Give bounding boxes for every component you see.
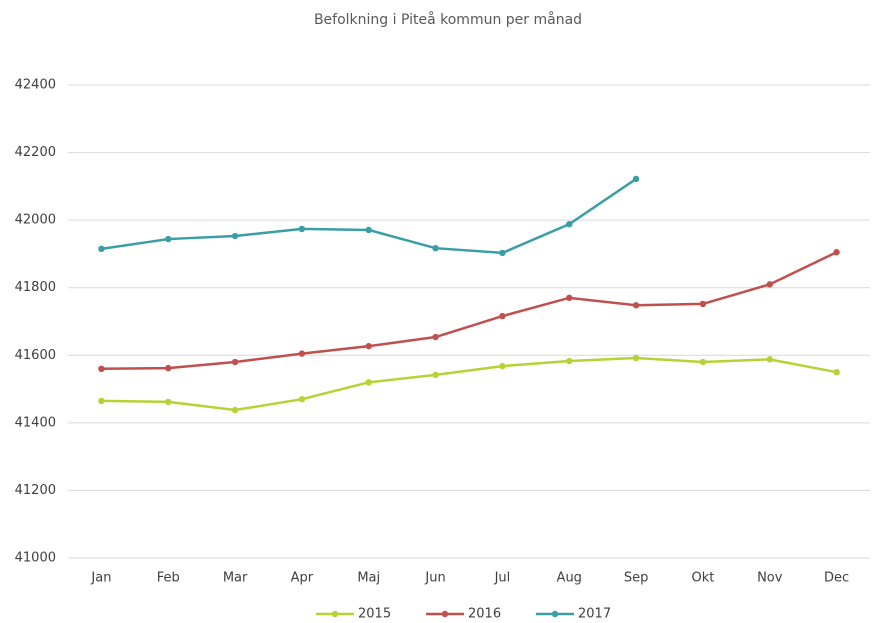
data-point (632, 302, 640, 309)
legend-marker (441, 610, 449, 618)
data-point (833, 368, 840, 376)
x-tick-label: Aug (557, 571, 582, 586)
data-point (499, 249, 506, 257)
data-point (298, 396, 306, 403)
legend-marker (551, 610, 559, 618)
y-tick-label: 41200 (15, 483, 56, 498)
x-tick-label: Apr (291, 571, 314, 586)
data-point (566, 294, 573, 302)
data-point (766, 281, 773, 288)
data-point (432, 333, 439, 341)
x-tick-label: Feb (157, 571, 180, 586)
data-point (231, 232, 239, 240)
x-tick-label: Jun (424, 571, 445, 586)
legend-label: 2016 (468, 607, 501, 622)
x-tick-label: Dec (824, 571, 849, 586)
data-point (499, 312, 506, 320)
x-tick-label: Jul (494, 571, 511, 586)
data-point (432, 244, 439, 252)
data-point (766, 356, 773, 363)
data-point (566, 220, 573, 228)
x-tick-label: Nov (757, 571, 783, 586)
x-tick-label: Maj (357, 571, 380, 586)
data-point (566, 357, 573, 365)
series-line (101, 177, 637, 255)
data-point (165, 398, 172, 406)
y-tick-label: 41600 (15, 348, 56, 363)
data-point (98, 245, 105, 253)
data-point (298, 225, 306, 233)
x-tick-label: Sep (624, 571, 649, 586)
data-point (699, 358, 707, 366)
data-point (98, 397, 105, 405)
data-point (632, 354, 640, 362)
data-point (231, 406, 239, 414)
data-point (365, 379, 372, 386)
y-tick-label: 42200 (15, 145, 56, 160)
y-tick-label: 42400 (15, 78, 56, 93)
data-point (632, 175, 640, 183)
data-point (165, 364, 172, 372)
legend-label: 2017 (578, 607, 611, 622)
data-point (833, 249, 840, 256)
series-line (101, 251, 838, 371)
data-point (432, 371, 439, 379)
chart-title: Befolkning i Piteå kommun per månad (314, 11, 582, 28)
data-point (499, 362, 506, 370)
data-point (365, 342, 372, 350)
data-point (98, 365, 105, 372)
y-tick-label: 41000 (15, 551, 56, 566)
y-tick-label: 41400 (15, 415, 56, 430)
x-tick-label: Okt (691, 571, 714, 586)
data-point (298, 350, 306, 357)
data-point (365, 226, 372, 234)
y-tick-label: 42000 (15, 213, 56, 228)
legend-marker (331, 610, 339, 618)
series-line (101, 356, 837, 412)
data-point (165, 235, 172, 243)
x-tick-label: Jan (90, 571, 111, 586)
y-tick-label: 41800 (15, 280, 56, 295)
x-tick-label: Mar (223, 571, 248, 586)
data-point (699, 300, 707, 308)
data-point (231, 358, 239, 366)
legend-label: 2015 (358, 607, 391, 622)
